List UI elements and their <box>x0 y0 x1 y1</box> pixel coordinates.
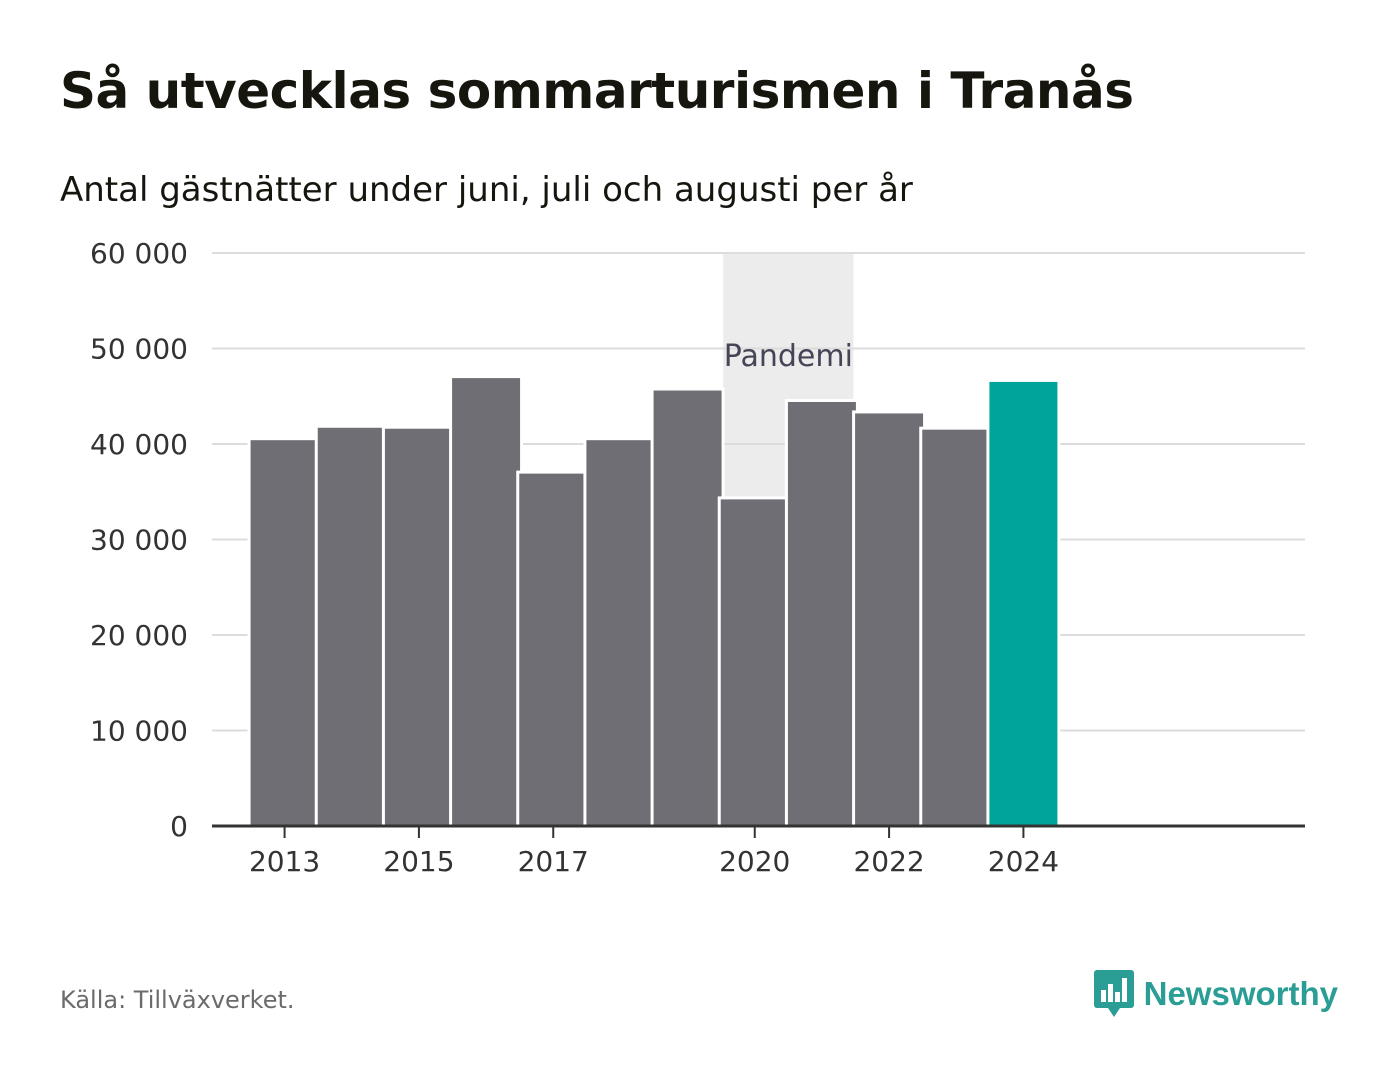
bar <box>586 440 655 826</box>
band-label: Pandemi <box>724 339 853 374</box>
chart-subtitle: Antal gästnätter under juni, juli och au… <box>60 170 913 210</box>
y-tick-label: 40 000 <box>90 428 188 461</box>
newsworthy-logo-icon <box>1093 970 1134 1017</box>
y-tick-label: 10 000 <box>90 715 188 748</box>
brand-name: Newsworthy <box>1143 975 1338 1012</box>
bar <box>720 499 789 826</box>
bar <box>250 440 319 826</box>
bar <box>519 473 588 826</box>
y-tick-label: 20 000 <box>90 619 188 652</box>
bar <box>989 381 1058 826</box>
chart-title: Så utvecklas sommarturismen i Tranås <box>60 62 1134 120</box>
x-tick-label: 2024 <box>988 845 1059 878</box>
bar <box>922 429 991 826</box>
bar <box>384 428 453 826</box>
brand-logo: Newsworthy <box>1093 970 1338 1018</box>
bar <box>855 413 924 826</box>
bar <box>317 427 386 826</box>
bar <box>653 390 722 826</box>
bar-chart: 0 10 000 20 000 30 000 40 000 50 000 60 000 Pan… <box>90 237 1305 878</box>
y-tick-label: 60 000 <box>90 237 188 270</box>
x-tick-label: 2022 <box>853 845 924 878</box>
bar <box>452 378 521 826</box>
x-tick-label: 2013 <box>249 845 320 878</box>
x-tick-label: 2015 <box>383 845 454 878</box>
x-tick-label: 2020 <box>719 845 790 878</box>
x-tick-label: 2017 <box>518 845 589 878</box>
bar <box>787 401 856 826</box>
y-tick-label: 50 000 <box>90 333 188 366</box>
source-note: Källa: Tillväxverket. <box>60 986 295 1014</box>
y-tick-label: 30 000 <box>90 524 188 557</box>
y-tick-label: 0 <box>170 810 188 843</box>
